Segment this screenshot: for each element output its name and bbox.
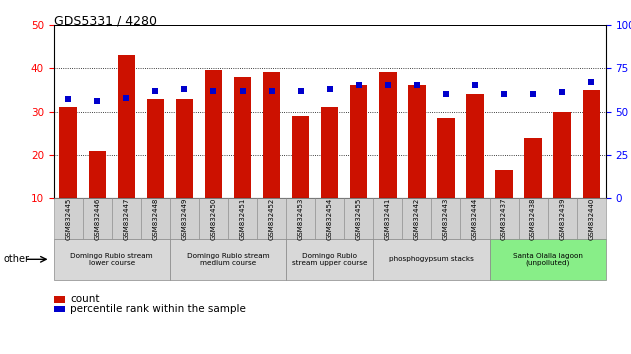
Point: [121, 95, 131, 101]
Point: [528, 91, 538, 97]
Text: GSM832449: GSM832449: [181, 198, 187, 240]
Text: GSM832446: GSM832446: [94, 198, 100, 240]
Text: percentile rank within the sample: percentile rank within the sample: [70, 304, 246, 314]
Point: [441, 91, 451, 97]
Point: [586, 79, 596, 85]
Text: GSM832440: GSM832440: [588, 198, 594, 240]
Text: GSM832441: GSM832441: [385, 198, 391, 240]
Point: [412, 82, 422, 88]
Text: Santa Olalla lagoon
(unpolluted): Santa Olalla lagoon (unpolluted): [513, 252, 582, 266]
Text: GSM832442: GSM832442: [414, 198, 420, 240]
Text: GSM832444: GSM832444: [472, 198, 478, 240]
Point: [208, 88, 218, 93]
Text: GSM832447: GSM832447: [123, 198, 129, 240]
Text: GSM832448: GSM832448: [152, 198, 158, 240]
Text: Domingo Rubio stream
medium course: Domingo Rubio stream medium course: [187, 253, 269, 266]
Text: phosphogypsum stacks: phosphogypsum stacks: [389, 256, 474, 262]
Bar: [234, 77, 251, 198]
Point: [150, 88, 160, 93]
Bar: [379, 73, 396, 198]
Point: [557, 90, 567, 95]
Bar: [495, 170, 513, 198]
Point: [179, 86, 189, 92]
Text: count: count: [70, 295, 100, 304]
Text: GSM832450: GSM832450: [211, 198, 216, 240]
Point: [354, 82, 364, 88]
Text: GSM832455: GSM832455: [356, 198, 362, 240]
Point: [266, 88, 276, 93]
Bar: [466, 94, 484, 198]
Point: [499, 91, 509, 97]
Bar: [59, 107, 77, 198]
Text: GDS5331 / 4280: GDS5331 / 4280: [54, 14, 156, 27]
Text: GSM832437: GSM832437: [501, 197, 507, 240]
Point: [295, 88, 305, 93]
Bar: [437, 118, 455, 198]
Bar: [175, 98, 193, 198]
Point: [324, 86, 334, 92]
Text: GSM832453: GSM832453: [298, 198, 304, 240]
Point: [383, 82, 393, 88]
Bar: [553, 112, 571, 198]
Bar: [408, 85, 425, 198]
Point: [63, 96, 73, 101]
Text: GSM832445: GSM832445: [65, 198, 71, 240]
Bar: [88, 150, 106, 198]
Bar: [321, 107, 338, 198]
Bar: [146, 98, 164, 198]
Bar: [263, 73, 280, 198]
Text: GSM832438: GSM832438: [530, 197, 536, 240]
Point: [92, 98, 102, 104]
Bar: [292, 116, 309, 198]
Text: GSM832454: GSM832454: [327, 198, 333, 240]
Text: GSM832443: GSM832443: [443, 198, 449, 240]
Text: GSM832439: GSM832439: [559, 197, 565, 240]
Text: GSM832452: GSM832452: [269, 198, 274, 240]
Text: Domingo Rubio
stream upper course: Domingo Rubio stream upper course: [292, 253, 367, 266]
Point: [237, 88, 247, 93]
Bar: [582, 90, 600, 198]
Bar: [350, 85, 367, 198]
Text: Domingo Rubio stream
lower course: Domingo Rubio stream lower course: [71, 253, 153, 266]
Text: GSM832451: GSM832451: [240, 198, 245, 240]
Point: [470, 82, 480, 88]
Bar: [204, 70, 222, 198]
Text: other: other: [3, 254, 29, 264]
Bar: [524, 137, 542, 198]
Bar: [117, 55, 135, 198]
